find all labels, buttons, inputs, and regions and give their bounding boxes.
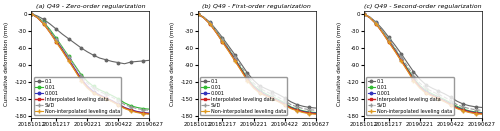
Legend: 0.1, 0.01, 0.001, Interpolated leveling data, SVD, Non-interpolated leveling dat: 0.1, 0.01, 0.001, Interpolated leveling … [366, 77, 454, 115]
Y-axis label: Cumulative deformation (mm): Cumulative deformation (mm) [4, 22, 9, 106]
Title: (c) Q49 - Second-order regularization: (c) Q49 - Second-order regularization [364, 4, 482, 9]
Legend: 0.1, 0.01, 0.001, Interpolated leveling data, SVD, Non-interpolated leveling dat: 0.1, 0.01, 0.001, Interpolated leveling … [200, 77, 288, 115]
Y-axis label: Cumulative deformation (mm): Cumulative deformation (mm) [170, 22, 175, 106]
Legend: 0.1, 0.01, 0.001, Interpolated leveling data, SVD, Non-interpolated leveling dat: 0.1, 0.01, 0.001, Interpolated leveling … [34, 77, 121, 115]
Y-axis label: Cumulative deformation (mm): Cumulative deformation (mm) [336, 22, 342, 106]
Title: (a) Q49 - Zero-order regularization: (a) Q49 - Zero-order regularization [36, 4, 145, 9]
Title: (b) Q49 - First-order regularization: (b) Q49 - First-order regularization [202, 4, 311, 9]
